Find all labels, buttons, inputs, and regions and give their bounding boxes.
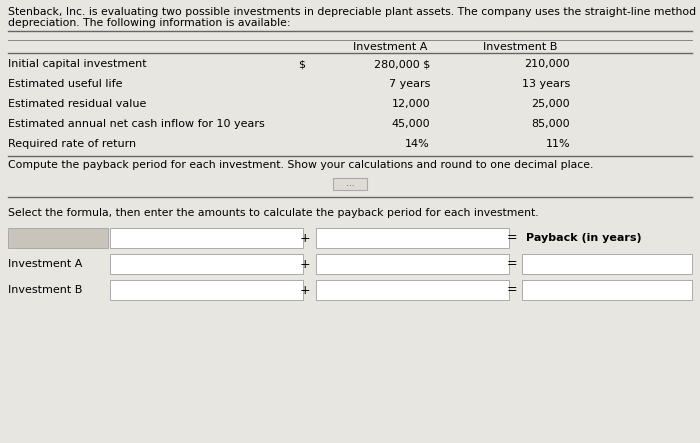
Text: 25,000: 25,000 [531, 99, 570, 109]
Text: Estimated residual value: Estimated residual value [8, 99, 146, 109]
Text: Initial capital investment: Initial capital investment [8, 59, 146, 69]
Text: +: + [300, 284, 310, 296]
Text: 45,000: 45,000 [391, 119, 430, 129]
Text: Select the formula, then enter the amounts to calculate the payback period for e: Select the formula, then enter the amoun… [8, 208, 538, 218]
Text: Payback (in years): Payback (in years) [526, 233, 642, 243]
Text: depreciation. The following information is available:: depreciation. The following information … [8, 18, 290, 28]
Bar [316, 280, 509, 300]
Bar [110, 228, 303, 248]
Bar [8, 228, 108, 248]
Text: +: + [300, 257, 310, 271]
Text: ...: ... [346, 179, 354, 188]
Text: 280,000 $: 280,000 $ [374, 59, 430, 69]
Text: =: = [507, 232, 517, 245]
Bar [110, 280, 303, 300]
Text: Investment B: Investment B [8, 285, 83, 295]
Text: =: = [507, 257, 517, 271]
Text: +: + [300, 232, 310, 245]
Bar [110, 254, 303, 274]
Text: Required rate of return: Required rate of return [8, 139, 136, 149]
Text: 7 years: 7 years [389, 79, 430, 89]
Bar [522, 254, 692, 274]
Text: 210,000: 210,000 [524, 59, 570, 69]
Text: 11%: 11% [545, 139, 570, 149]
Text: Investment A: Investment A [353, 42, 427, 52]
Text: 85,000: 85,000 [531, 119, 570, 129]
Text: 12,000: 12,000 [391, 99, 430, 109]
Bar [316, 228, 509, 248]
Text: =: = [507, 284, 517, 296]
Text: Estimated useful life: Estimated useful life [8, 79, 122, 89]
Text: Investment A: Investment A [8, 259, 83, 269]
Text: 13 years: 13 years [522, 79, 570, 89]
Text: 14%: 14% [405, 139, 430, 149]
Text: Stenback, Inc. is evaluating two possible investments in depreciable plant asset: Stenback, Inc. is evaluating two possibl… [8, 7, 700, 17]
Text: Estimated annual net cash inflow for 10 years: Estimated annual net cash inflow for 10 … [8, 119, 265, 129]
Text: Compute the payback period for each investment. Show your calculations and round: Compute the payback period for each inve… [8, 160, 594, 170]
Bar [316, 254, 509, 274]
Text: $: $ [298, 59, 305, 69]
Bar [522, 280, 692, 300]
Text: Investment B: Investment B [483, 42, 557, 52]
Bar [333, 178, 367, 190]
